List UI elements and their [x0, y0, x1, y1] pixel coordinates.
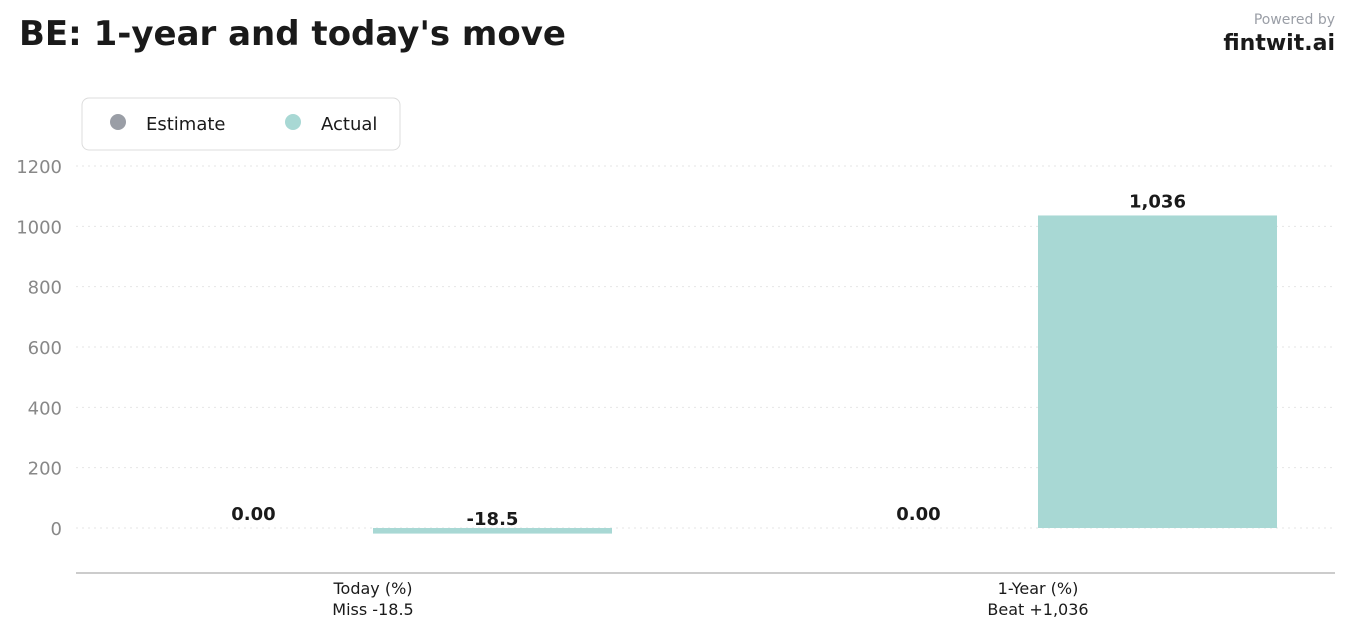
legend-marker-estimate — [110, 114, 126, 130]
x-axis-labels: Today (%) Miss -18.5 1-Year (%) Beat +1,036 — [332, 579, 1088, 619]
chart-title: BE: 1-year and today's move — [19, 14, 566, 54]
brand-block: Powered by fintwit.ai — [1223, 11, 1335, 59]
powered-by-label: Powered by — [1253, 12, 1335, 28]
value-label-actual-1: 1,036 — [1129, 191, 1186, 212]
y-tick-label-1200: 1200 — [16, 157, 62, 178]
legend-label-actual: Actual — [321, 114, 377, 135]
x-category-label-1: 1-Year (%) — [998, 579, 1079, 598]
value-labels: 0.00 -18.5 0.00 1,036 — [231, 191, 1186, 530]
brand-name: fintwit.ai — [1223, 31, 1335, 56]
value-label-estimate-1: 0.00 — [896, 504, 940, 525]
y-tick-label-600: 600 — [28, 338, 62, 359]
bar-actual-1 — [1038, 215, 1277, 528]
legend: Estimate Actual — [81, 97, 401, 151]
legend-label-estimate: Estimate — [146, 114, 226, 135]
bar-actual-0 — [373, 528, 612, 534]
y-tick-label-0: 0 — [51, 519, 62, 540]
x-category-sublabel-1: Beat +1,036 — [987, 600, 1088, 619]
value-label-estimate-0: 0.00 — [231, 504, 275, 525]
y-tick-label-1000: 1000 — [16, 217, 62, 238]
legend-marker-actual — [285, 114, 301, 130]
y-tick-label-200: 200 — [28, 459, 62, 480]
bars — [373, 215, 1277, 534]
y-tick-label-800: 800 — [28, 278, 62, 299]
x-category-label-0: Today (%) — [332, 579, 412, 598]
y-tick-label-400: 400 — [28, 398, 62, 419]
legend-box — [81, 97, 401, 151]
value-label-actual-0: -18.5 — [467, 509, 519, 530]
y-axis-ticks: 0 200 400 600 800 1000 1200 — [16, 157, 62, 540]
x-category-sublabel-0: Miss -18.5 — [332, 600, 413, 619]
